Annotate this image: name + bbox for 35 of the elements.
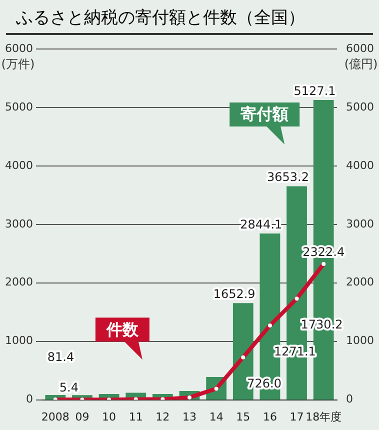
- x-tick-label: 18年度: [306, 410, 342, 424]
- y-tick-label: 6000: [4, 42, 33, 55]
- y2-tick-label: 0: [346, 392, 354, 406]
- y-tick-label: 0: [26, 392, 33, 406]
- y2-tick-label: 2000: [346, 276, 374, 289]
- chart-title: ふるさと納税の寄付額と件数（全国）: [6, 0, 373, 35]
- x-tick-label: 17: [290, 410, 304, 424]
- x-tick-label: 11: [128, 410, 143, 424]
- x-tick-label: 2008: [41, 410, 70, 424]
- y-tick-label: 3000: [4, 217, 33, 230]
- y2-tick-label: 4000: [346, 158, 374, 172]
- y2-axis-title: (億円): [344, 57, 378, 72]
- y-tick-label: 1000: [4, 334, 33, 348]
- y2-tick-label: 6000: [346, 42, 374, 55]
- x-tick-label: 15: [236, 410, 250, 424]
- data-label: 5127.1: [294, 84, 336, 98]
- y-tick-label: 4000: [4, 158, 33, 172]
- y-tick-label: 2000: [4, 276, 33, 289]
- data-label: 3653.2: [266, 170, 309, 184]
- text: 件数: [105, 320, 140, 339]
- x-tick-label: 10: [102, 410, 116, 424]
- data-label: 5.4: [59, 380, 78, 394]
- x-tick-label: 14: [209, 410, 224, 424]
- y-axis-title: (万件): [1, 57, 35, 72]
- x-tick-label: 13: [182, 410, 196, 424]
- y-tick-label: 5000: [4, 100, 33, 114]
- y2-tick-label: 3000: [346, 217, 374, 230]
- series-label: 寄付額: [240, 104, 289, 124]
- x-tick-label: 09: [75, 410, 90, 424]
- x-tick-label: 12: [156, 410, 170, 424]
- y2-tick-label: 1000: [346, 334, 374, 348]
- y2-tick-label: 5000: [346, 100, 374, 114]
- x-tick-label: 16: [262, 410, 277, 424]
- data-label: 81.4: [47, 350, 74, 364]
- data-label: 1652.9: [213, 287, 256, 302]
